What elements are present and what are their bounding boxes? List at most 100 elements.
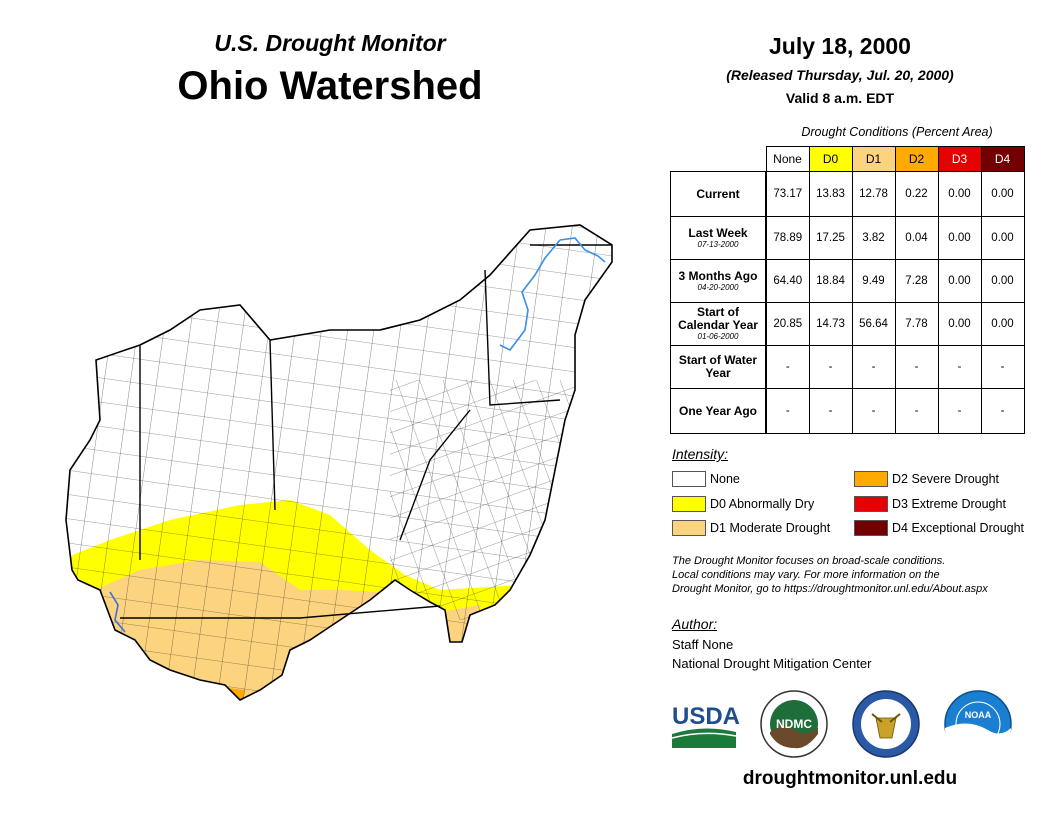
cell-d0: 14.73 <box>808 302 853 346</box>
cell-d1: 3.82 <box>851 216 896 260</box>
cell-none: - <box>765 388 810 434</box>
cell-d4: - <box>980 388 1025 434</box>
drought-conditions-table: None D0 D1 D2 D3 D4 Current 73.17 13.83 … <box>670 146 1025 434</box>
map-date: July 18, 2000 <box>769 33 911 59</box>
cell-d3: 0.00 <box>937 259 982 303</box>
legend-swatch <box>854 471 888 487</box>
legend-label: D0 Abnormally Dry <box>710 497 815 511</box>
cell-d0: - <box>808 345 853 389</box>
cell-d1: - <box>851 345 896 389</box>
watershed-map <box>65 224 613 701</box>
valid-time: Valid 8 a.m. EDT <box>785 90 895 106</box>
row-label-text: Last Week <box>688 225 748 240</box>
row-date: 07-13-2000 <box>697 239 739 249</box>
row-label: 3 Months Ago 04-20-2000 <box>670 259 767 303</box>
column-header-none: None <box>765 146 810 172</box>
row-label-text: One Year Ago <box>678 403 758 418</box>
cell-d3: 0.00 <box>937 171 982 217</box>
table-corner <box>671 147 767 172</box>
row-label-text: Start of Calendar Year <box>678 305 758 332</box>
river-ohio <box>109 591 126 633</box>
legend-title: Intensity: <box>672 446 729 462</box>
cell-d1: 9.49 <box>851 259 896 303</box>
row-label: Start of Water Year <box>670 345 767 389</box>
legend-label: None <box>710 472 740 486</box>
legend-label: D3 Extreme Drought <box>892 497 1006 511</box>
cell-d0: - <box>808 388 853 434</box>
table-row: Current 73.17 13.83 12.78 0.22 0.00 0.00 <box>670 171 1025 217</box>
column-header-d0: D0 <box>808 146 853 172</box>
map-title: Ohio Watershed <box>177 64 483 108</box>
note-line: Local conditions may vary. For more info… <box>672 569 940 581</box>
row-date: 01-06-2000 <box>697 332 739 341</box>
noaa-logo-text: NOAA <box>965 710 992 720</box>
partner-logos: USDA NDMC NOAA <box>671 690 1012 760</box>
noaa-logo: NOAA <box>944 690 1012 760</box>
cell-d0: 18.84 <box>808 259 853 303</box>
cell-d4: 0.00 <box>980 302 1025 346</box>
cell-d4: 0.00 <box>980 259 1025 303</box>
row-label-text: Current <box>696 186 740 201</box>
cell-none: 20.85 <box>765 302 810 346</box>
table-row: Start of Calendar Year 01-06-2000 20.85 1… <box>670 302 1025 346</box>
commerce-seal-icon <box>852 690 920 758</box>
cell-d2: 0.22 <box>894 171 939 217</box>
cell-none: 73.17 <box>765 171 810 217</box>
legend-label: D2 Severe Drought <box>892 472 1000 486</box>
state-boundaries <box>120 244 612 619</box>
row-date: 04-20-2000 <box>697 282 739 292</box>
basin-outline <box>65 224 613 701</box>
map-subtitle: U.S. Drought Monitor <box>214 30 446 56</box>
legend-swatch <box>672 496 706 512</box>
author-organization: National Drought Mitigation Center <box>672 656 872 671</box>
row-label: Start of Calendar Year 01-06-2000 <box>670 302 767 346</box>
ndmc-logo: NDMC <box>760 690 828 758</box>
author-heading: Author: <box>672 616 718 632</box>
cell-d3: 0.00 <box>937 216 982 260</box>
author-name: Staff None <box>672 637 734 652</box>
column-header-d4: D4 <box>980 146 1025 172</box>
basin-fill <box>66 225 612 700</box>
table-row: One Year Ago - - - - - - <box>670 388 1025 434</box>
row-label-text: Start of Water Year <box>678 353 758 380</box>
ndmc-logo-text: NDMC <box>776 717 812 731</box>
cell-d3: - <box>937 345 982 389</box>
usda-logo: USDA <box>671 703 740 748</box>
row-label: One Year Ago <box>670 388 767 434</box>
cell-d2: - <box>894 345 939 389</box>
column-header-d1: D1 <box>851 146 896 172</box>
note-line: The Drought Monitor focuses on broad-sca… <box>672 555 946 567</box>
footer-url[interactable]: droughtmonitor.unl.edu <box>742 768 958 789</box>
table-caption: Drought Conditions (Percent Area) <box>801 125 993 139</box>
legend-swatch <box>854 520 888 536</box>
cell-d1: 12.78 <box>851 171 896 217</box>
column-header-d2: D2 <box>894 146 939 172</box>
disclaimer-note: The Drought Monitor focuses on broad-sca… <box>672 554 1052 596</box>
table-row: 3 Months Ago 04-20-2000 64.40 18.84 9.49 … <box>670 259 1025 303</box>
column-header-d3: D3 <box>937 146 982 172</box>
cell-none: 78.89 <box>765 216 810 260</box>
cell-d0: 13.83 <box>808 171 853 217</box>
row-label: Current <box>670 171 767 217</box>
cell-d4: 0.00 <box>980 171 1025 217</box>
usda-logo-text: USDA <box>672 703 740 730</box>
legend-label: D4 Exceptional Drought <box>892 521 1025 535</box>
release-date: (Released Thursday, Jul. 20, 2000) <box>726 67 954 83</box>
cell-d2: - <box>894 388 939 434</box>
cell-d3: 0.00 <box>937 302 982 346</box>
cell-none: - <box>765 345 810 389</box>
legend-swatch <box>854 496 888 512</box>
cell-d4: - <box>980 345 1025 389</box>
table-row: Start of Water Year - - - - - - <box>670 345 1025 389</box>
legend-swatch <box>672 520 706 536</box>
cell-d2: 0.04 <box>894 216 939 260</box>
note-line: Drought Monitor, go to https://droughtmo… <box>672 583 988 595</box>
legend-swatch <box>672 471 706 487</box>
row-label-text: 3 Months Ago <box>678 268 758 283</box>
cell-d3: - <box>937 388 982 434</box>
cell-none: 64.40 <box>765 259 810 303</box>
cell-d2: 7.78 <box>894 302 939 346</box>
cell-d1: - <box>851 388 896 434</box>
cell-d2: 7.28 <box>894 259 939 303</box>
cell-d1: 56.64 <box>851 302 896 346</box>
